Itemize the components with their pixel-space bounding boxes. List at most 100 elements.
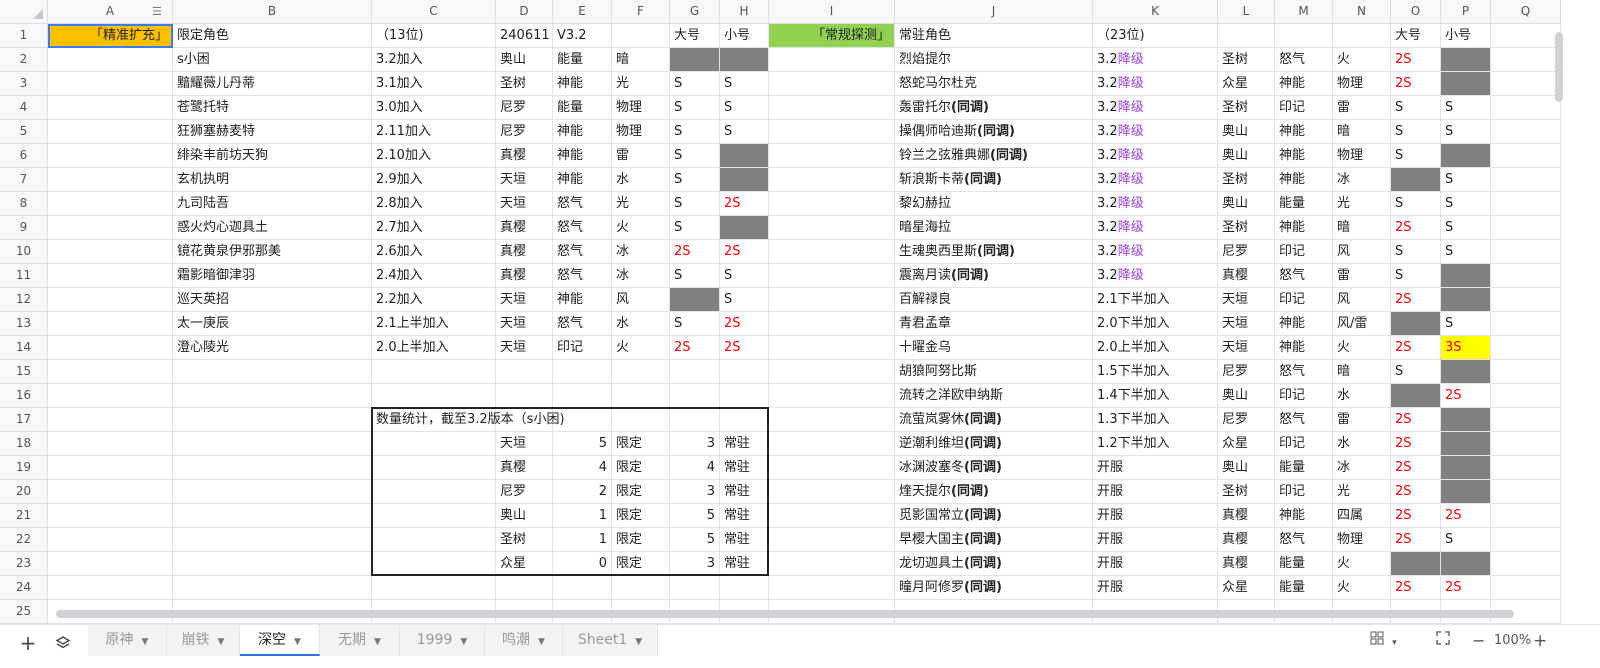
cell-K16[interactable]: 1.4下半加入 (1093, 384, 1218, 408)
cell-G5[interactable]: S (670, 120, 720, 144)
cell-N3[interactable]: 物理 (1333, 72, 1391, 96)
chevron-down-icon[interactable]: ▼ (635, 637, 643, 647)
cell-Q4[interactable] (1491, 96, 1561, 120)
cell-Q17[interactable] (1491, 408, 1561, 432)
cell-I16[interactable] (769, 384, 895, 408)
cell-J5[interactable]: 操偶师哈迪斯(同调) (895, 120, 1093, 144)
row-header[interactable]: 25 (0, 600, 48, 624)
cell-F7[interactable]: 水 (612, 168, 670, 192)
row-header[interactable]: 3 (0, 72, 48, 96)
cell-C23[interactable] (372, 552, 496, 576)
cell-F20[interactable]: 限定 (612, 480, 670, 504)
cell-I5[interactable] (769, 120, 895, 144)
row-header[interactable]: 9 (0, 216, 48, 240)
cell-K5[interactable]: 3.2降级 (1093, 120, 1218, 144)
cell-P12[interactable] (1441, 288, 1491, 312)
cell-Q25[interactable] (1491, 600, 1561, 624)
cell-F1[interactable] (612, 24, 670, 48)
cell-A17[interactable] (48, 408, 173, 432)
cell-B6[interactable]: 绯染丰前坊天狗 (173, 144, 372, 168)
column-header-M[interactable]: M (1275, 0, 1333, 24)
cell-E6[interactable]: 神能 (553, 144, 612, 168)
cell-J16[interactable]: 流转之洋欧申纳斯 (895, 384, 1093, 408)
cell-N24[interactable]: 火 (1333, 576, 1391, 600)
cell-E13[interactable]: 怒气 (553, 312, 612, 336)
cell-L22[interactable]: 真樱 (1218, 528, 1275, 552)
sheet-tab-无期[interactable]: 无期 ▼ (320, 625, 400, 656)
cell-J22[interactable]: 早樱大国主(同调) (895, 528, 1093, 552)
cell-B16[interactable] (173, 384, 372, 408)
cell-Q8[interactable] (1491, 192, 1561, 216)
cell-J13[interactable]: 青君孟章 (895, 312, 1093, 336)
cell-K6[interactable]: 3.2降级 (1093, 144, 1218, 168)
cell-K10[interactable]: 3.2降级 (1093, 240, 1218, 264)
cell-E18[interactable]: 5 (553, 432, 612, 456)
cell-Q6[interactable] (1491, 144, 1561, 168)
cell-J17[interactable]: 流萤岚雾休(同调) (895, 408, 1093, 432)
cell-O1[interactable]: 大号 (1391, 24, 1441, 48)
select-all-corner[interactable] (0, 0, 48, 24)
cell-A5[interactable] (48, 120, 173, 144)
cell-M16[interactable]: 印记 (1275, 384, 1333, 408)
cell-L24[interactable]: 众星 (1218, 576, 1275, 600)
cell-P22[interactable]: S (1441, 528, 1491, 552)
cell-J9[interactable]: 暗星海拉 (895, 216, 1093, 240)
cell-L20[interactable]: 圣树 (1218, 480, 1275, 504)
fullscreen-button[interactable] (1436, 631, 1450, 651)
cell-O6[interactable]: S (1391, 144, 1441, 168)
cell-H24[interactable] (720, 576, 769, 600)
row-header[interactable]: 5 (0, 120, 48, 144)
cell-A22[interactable] (48, 528, 173, 552)
cell-H3[interactable]: S (720, 72, 769, 96)
cell-F16[interactable] (612, 384, 670, 408)
cell-I17[interactable] (769, 408, 895, 432)
cell-D18[interactable]: 天垣 (496, 432, 553, 456)
cell-D11[interactable]: 真樱 (496, 264, 553, 288)
sheet-tab-深空[interactable]: 深空 ▼ (240, 625, 320, 656)
column-header-H[interactable]: H (720, 0, 769, 24)
cell-E2[interactable]: 能量 (553, 48, 612, 72)
cell-F22[interactable]: 限定 (612, 528, 670, 552)
cell-F4[interactable]: 物理 (612, 96, 670, 120)
cell-K1[interactable]: （23位) (1093, 24, 1218, 48)
cell-D8[interactable]: 天垣 (496, 192, 553, 216)
cell-L4[interactable]: 圣树 (1218, 96, 1275, 120)
cell-I7[interactable] (769, 168, 895, 192)
cell-N6[interactable]: 物理 (1333, 144, 1391, 168)
cell-I24[interactable] (769, 576, 895, 600)
cell-H9[interactable] (720, 216, 769, 240)
cell-N1[interactable] (1333, 24, 1391, 48)
cell-Q12[interactable] (1491, 288, 1561, 312)
cell-F17[interactable] (612, 408, 670, 432)
add-sheet-button[interactable]: + (18, 631, 38, 655)
cell-E21[interactable]: 1 (553, 504, 612, 528)
cell-D6[interactable]: 真樱 (496, 144, 553, 168)
cell-Q22[interactable] (1491, 528, 1561, 552)
cell-D17[interactable] (496, 408, 553, 432)
row-header[interactable]: 16 (0, 384, 48, 408)
cell-H12[interactable]: S (720, 288, 769, 312)
cell-O16[interactable] (1391, 384, 1441, 408)
cell-O4[interactable]: S (1391, 96, 1441, 120)
cell-O5[interactable]: S (1391, 120, 1441, 144)
cell-M19[interactable]: 能量 (1275, 456, 1333, 480)
cell-A12[interactable] (48, 288, 173, 312)
horizontal-scrollbar[interactable] (56, 610, 1514, 618)
cell-N22[interactable]: 物理 (1333, 528, 1391, 552)
cell-M14[interactable]: 神能 (1275, 336, 1333, 360)
cell-Q19[interactable] (1491, 456, 1561, 480)
cell-P2[interactable] (1441, 48, 1491, 72)
cell-O22[interactable]: 2S (1391, 528, 1441, 552)
cell-L9[interactable]: 圣树 (1218, 216, 1275, 240)
cell-H15[interactable] (720, 360, 769, 384)
column-header-O[interactable]: O (1391, 0, 1441, 24)
cell-F23[interactable]: 限定 (612, 552, 670, 576)
column-header-E[interactable]: E (553, 0, 612, 24)
cell-H23[interactable]: 常驻 (720, 552, 769, 576)
cell-J21[interactable]: 觅影国常立(同调) (895, 504, 1093, 528)
cell-J19[interactable]: 冰渊波塞冬(同调) (895, 456, 1093, 480)
cell-K8[interactable]: 3.2降级 (1093, 192, 1218, 216)
cell-H5[interactable]: S (720, 120, 769, 144)
cell-M3[interactable]: 神能 (1275, 72, 1333, 96)
zoom-level[interactable]: 100% (1494, 633, 1532, 648)
